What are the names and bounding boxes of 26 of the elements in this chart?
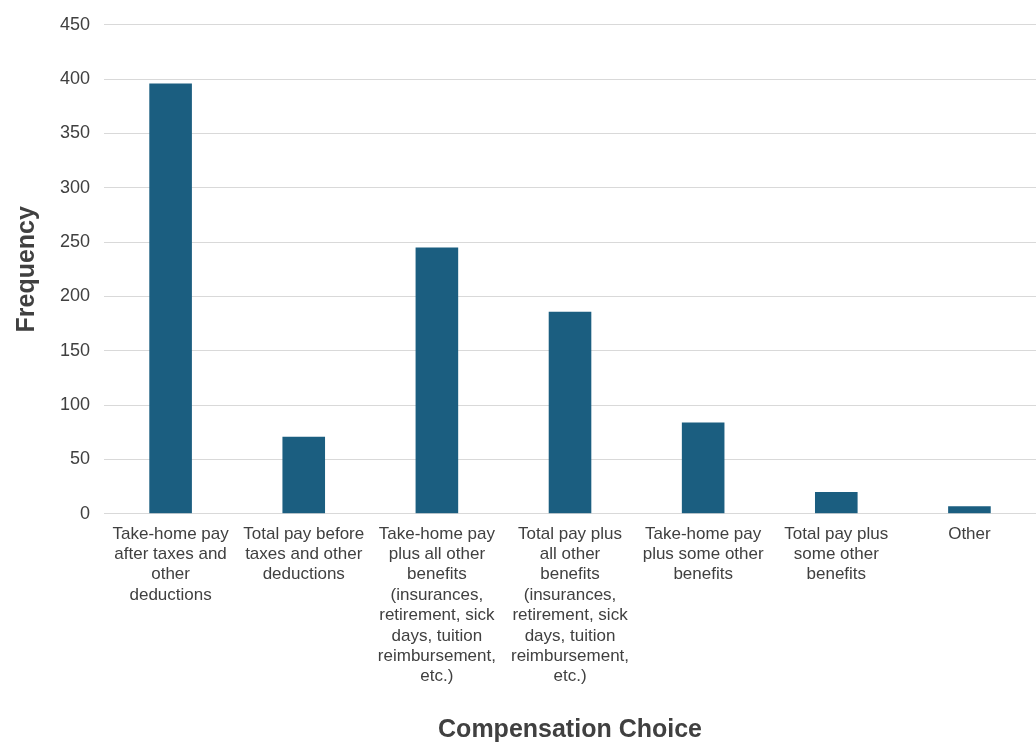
x-tick-label: Total pay plus all other benefits (insurances, retirement, sick days, tuition reimbursement, etc.) [510,523,630,686]
x-tick-label: Take-home pay after taxes and other deductions [112,523,230,604]
y-tick-label: 150 [59,339,91,360]
y-tick-label: 200 [59,285,91,306]
y-tick-label: 100 [59,394,91,415]
y-tick-label: 450 [59,13,91,34]
y-tick-label: 350 [59,122,91,143]
x-tick-label: Total pay before taxes and other deductions [243,523,365,584]
x-tick-label: Take-home pay plus some other benefits [642,523,764,584]
bar [282,436,326,514]
x-tick-label: Take-home pay plus all other benefits (insurances, retirement, sick days, tuition reimbursement, etc.) [377,523,496,686]
bar [681,422,725,514]
y-tick-label: 50 [70,448,91,469]
x-axis-title: Compensation Choice [438,713,703,742]
y-tick-label: 300 [59,176,91,197]
x-tick-label: Other [948,523,992,543]
x-tick-label: Total pay plus some other benefits [784,523,889,584]
bar [415,247,459,514]
y-tick-label: 400 [59,68,91,89]
y-tick-label: 0 [80,502,91,523]
y-tick-label: 250 [59,231,91,252]
bar [548,311,592,514]
bar [149,83,192,514]
bar [948,506,991,514]
y-axis-title: Frequency [10,205,39,333]
bar [814,492,858,514]
